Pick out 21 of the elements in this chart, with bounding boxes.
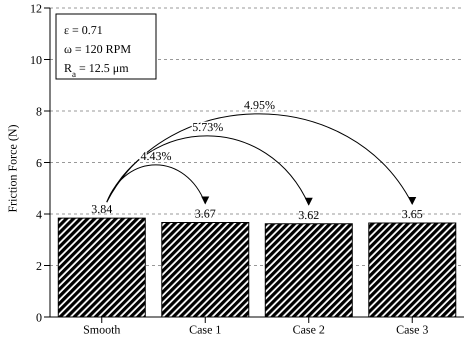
data-label: 3.65 [402,207,423,222]
y-tick-label: 6 [36,156,42,170]
x-tick-label: Case 2 [292,322,325,337]
annotation: R$_{a}$ = 12.5 μm [64,61,130,79]
data-label: 3.84 [91,202,112,216]
y-tick-label: 4 [36,207,42,222]
x-tick-label: Case 1 [189,322,222,337]
y-tick-label: 10 [30,52,42,67]
data-label: 3.62 [298,208,320,222]
y-axis-title: Friction Force (N) [5,124,20,212]
y-tick-label: 0 [36,310,42,324]
data-label: 3.67 [194,206,216,220]
y-tick-label: 8 [36,104,42,118]
x-tick-label: Case 3 [396,322,428,337]
y-tick-label: 2 [36,258,42,273]
annotation: ω = 120 RPM [64,42,132,56]
y-tick-label: 12 [30,1,42,16]
annotation: 4.95% [244,98,275,112]
x-tick-label: Smooth [83,322,120,337]
annotation: ε = 0.71 [64,23,103,37]
annotation: 5.73% [192,120,224,134]
